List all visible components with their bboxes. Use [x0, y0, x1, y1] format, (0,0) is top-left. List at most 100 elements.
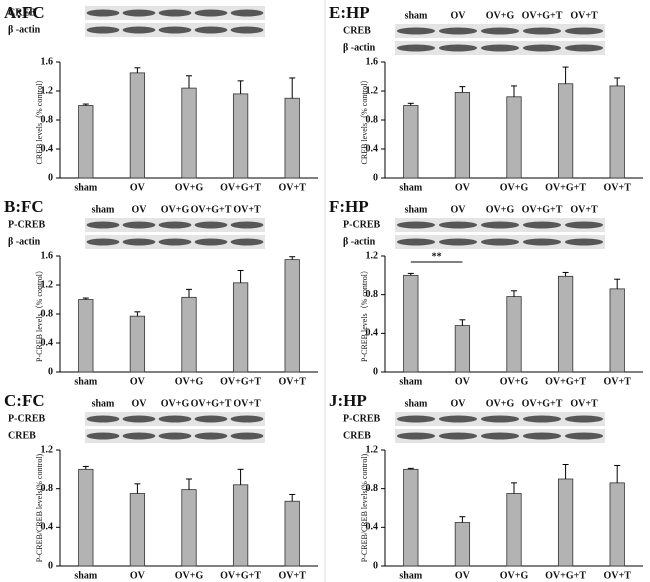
blot-lane-label: OV+G+T — [522, 398, 563, 409]
blot-band — [438, 415, 478, 423]
blot-row-label: CREB — [343, 430, 371, 441]
x-tick-label: OV — [455, 376, 471, 387]
blot-lane-label: sham — [405, 10, 428, 21]
blot-band — [86, 9, 120, 17]
blot-row-label: P-CREB — [8, 413, 46, 424]
blot-band — [122, 238, 156, 246]
y-tick-label: 1.2 — [366, 250, 379, 261]
blot-band — [438, 432, 478, 440]
blot-lane-label: OV+G — [486, 204, 515, 215]
blot-lane-label: OV — [132, 204, 148, 215]
y-axis-label: CREB levels（% control） — [360, 76, 369, 165]
blot-band — [122, 9, 156, 17]
y-tick-label: 1.6 — [41, 250, 54, 261]
blot-band — [564, 27, 604, 35]
blot-band — [194, 432, 228, 440]
blot-row-label: β -actin — [8, 24, 41, 35]
blot-band — [122, 221, 156, 229]
blot-lane-label: sham — [405, 204, 428, 215]
blot-band — [480, 432, 520, 440]
bar — [181, 296, 197, 373]
bar — [232, 282, 249, 373]
bar — [557, 83, 574, 179]
y-axis-label: P-CREB levels（% control） — [360, 266, 369, 362]
annotation: ** — [432, 251, 442, 262]
y-tick-label: 0.8 — [41, 308, 54, 319]
panel-label: E:HP — [329, 3, 370, 22]
y-tick-label: 0 — [48, 560, 53, 571]
blot-band — [158, 432, 192, 440]
blot-lane-label: OV+T — [570, 204, 598, 215]
bar — [129, 72, 146, 179]
y-axis-label: P-CREB/CREB levels(% control) — [35, 453, 44, 562]
x-tick-label: OV+T — [279, 570, 307, 581]
blot-band — [522, 432, 562, 440]
x-tick-label: OV+G+T — [220, 376, 261, 387]
blot-band — [564, 415, 604, 423]
x-tick-label: sham — [399, 182, 422, 193]
blot-row-label: CREB — [8, 430, 36, 441]
bar — [403, 105, 419, 179]
blot-band — [86, 221, 120, 229]
x-tick-label: OV — [455, 570, 471, 581]
blot-lane-label: sham — [92, 204, 115, 215]
blot-row-label: β -actin — [8, 236, 41, 247]
y-tick-label: 1.2 — [366, 444, 379, 455]
blot-band — [86, 415, 120, 423]
bar — [181, 87, 197, 179]
y-tick-label: 1.2 — [41, 85, 54, 96]
x-tick-label: OV+G — [500, 376, 529, 387]
y-tick-label: 1.2 — [366, 85, 379, 96]
blot-band — [86, 432, 120, 440]
bar — [454, 325, 471, 373]
bar — [609, 288, 625, 373]
blot-band — [396, 432, 436, 440]
y-tick-label: 0.4 — [41, 143, 54, 154]
x-tick-label: OV+G+T — [545, 182, 586, 193]
blot-row-label: P-CREB — [343, 219, 381, 230]
blot-band — [480, 44, 520, 52]
bar — [129, 315, 146, 373]
x-tick-label: OV+T — [279, 376, 307, 387]
x-tick-label: sham — [74, 570, 97, 581]
blot-band — [194, 26, 228, 34]
blot-band — [230, 26, 264, 34]
blot-band — [522, 238, 562, 246]
blot-lane-label: OV+G — [161, 204, 190, 215]
blot-band — [86, 26, 120, 34]
y-tick-label: 1.2 — [41, 279, 54, 290]
bar — [403, 274, 419, 373]
blot-row-label: β -actin — [343, 236, 376, 247]
bar — [609, 482, 625, 567]
y-axis-label: CREB levels（% control） — [35, 76, 44, 165]
blot-band — [438, 221, 478, 229]
y-tick-label: 0.8 — [366, 289, 379, 300]
blot-band — [230, 415, 264, 423]
y-tick-label: 0 — [373, 366, 378, 377]
x-tick-label: sham — [399, 570, 422, 581]
bar — [232, 93, 249, 179]
panel-label: C:FC — [4, 391, 45, 410]
blot-band — [564, 238, 604, 246]
blot-band — [194, 238, 228, 246]
blot-lane-label: OV+G+T — [522, 10, 563, 21]
blot-lane-label: OV+G+T — [522, 204, 563, 215]
blot-band — [122, 415, 156, 423]
blot-lane-label: OV+G — [486, 10, 515, 21]
blot-band — [396, 238, 436, 246]
y-tick-label: 0.4 — [41, 337, 54, 348]
x-tick-label: sham — [74, 182, 97, 193]
blot-band — [480, 221, 520, 229]
y-tick-label: 1.6 — [41, 56, 54, 67]
y-tick-label: 0.8 — [41, 483, 54, 494]
x-tick-label: OV — [130, 570, 146, 581]
blot-lane-label: sham — [405, 398, 428, 409]
y-tick-label: 0.4 — [366, 522, 379, 533]
x-tick-label: OV — [130, 182, 146, 193]
x-tick-label: OV+T — [604, 570, 632, 581]
x-tick-label: OV — [455, 182, 471, 193]
bar — [609, 85, 625, 179]
bar — [454, 522, 471, 567]
bar — [403, 468, 419, 567]
